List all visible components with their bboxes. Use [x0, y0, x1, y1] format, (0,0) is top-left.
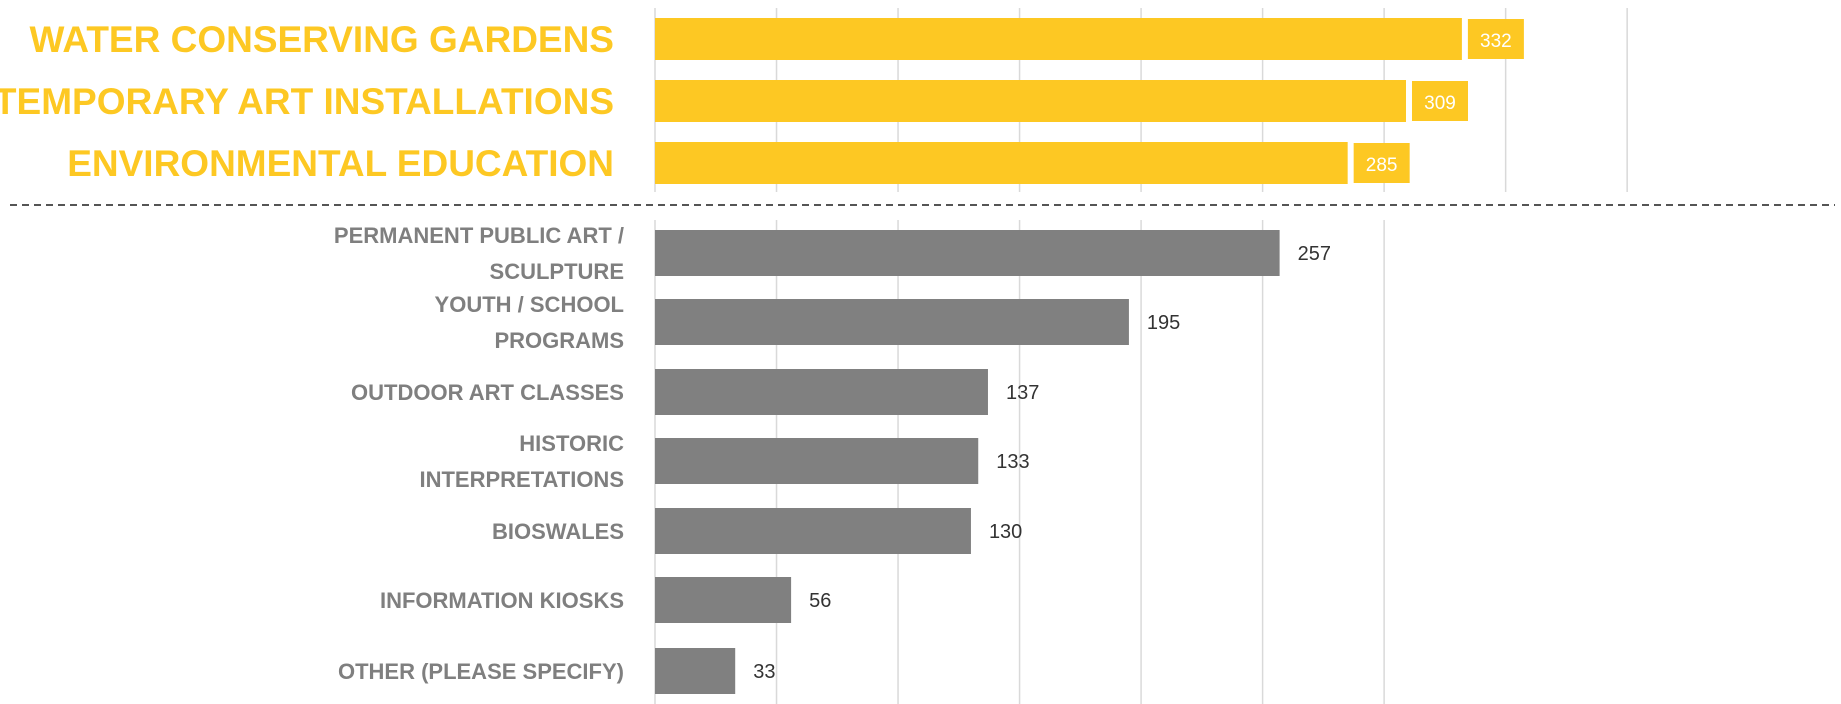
bar-bottom-6	[655, 648, 736, 694]
category-label-bottom-4: BIOSWALES	[492, 519, 624, 544]
category-labels: WATER CONSERVING GARDENS TEMPORARY ART IN…	[0, 19, 624, 684]
bar-bottom-2	[655, 369, 988, 415]
value-label-top-1: 309	[1424, 93, 1456, 114]
value-label-bottom-5: 56	[809, 590, 831, 612]
bar-bottom-4	[655, 508, 971, 554]
bars	[655, 18, 1462, 694]
category-label-bottom-3: INTERPRETATIONS	[419, 467, 624, 492]
value-label-bottom-2: 137	[1006, 382, 1039, 404]
value-label-bottom-4: 130	[989, 521, 1022, 543]
value-label-top-2: 285	[1366, 155, 1398, 176]
category-label-bottom-0: PERMANENT PUBLIC ART /	[334, 223, 624, 248]
bar-bottom-0	[655, 230, 1280, 276]
value-label-bottom-0: 257	[1298, 243, 1331, 265]
category-label-top-1: TEMPORARY ART INSTALLATIONS	[0, 81, 614, 122]
value-box-top-2	[1353, 143, 1410, 183]
category-label-bottom-1: YOUTH / SCHOOL	[435, 292, 624, 317]
bar-bottom-3	[655, 438, 979, 484]
bar-top-2	[655, 142, 1348, 184]
category-label-top-2: ENVIRONMENTAL EDUCATION	[67, 143, 614, 184]
value-label-bottom-3: 133	[996, 451, 1029, 473]
value-box-top-1	[1411, 81, 1468, 121]
value-label-bottom-1: 195	[1147, 312, 1180, 334]
value-box-top-0	[1467, 19, 1524, 59]
bar-top-0	[655, 18, 1462, 60]
category-label-bottom-5: INFORMATION KIOSKS	[380, 588, 624, 613]
bar-bottom-1	[655, 299, 1129, 345]
category-label-bottom-6: OTHER (PLEASE SPECIFY)	[338, 659, 624, 684]
data-labels: 332 309 285 257 195 137 133 130 56 33	[753, 19, 1524, 683]
value-label-top-0: 332	[1480, 31, 1512, 52]
value-label-bottom-6: 33	[753, 661, 775, 683]
category-label-bottom-2: OUTDOOR ART CLASSES	[351, 380, 624, 405]
bar-bottom-5	[655, 577, 792, 623]
category-label-bottom-0: SCULPTURE	[490, 259, 624, 284]
category-label-bottom-3: HISTORIC	[519, 431, 624, 456]
category-label-top-0: WATER CONSERVING GARDENS	[29, 19, 614, 60]
category-label-bottom-1: PROGRAMS	[494, 328, 624, 353]
bar-top-1	[655, 80, 1406, 122]
